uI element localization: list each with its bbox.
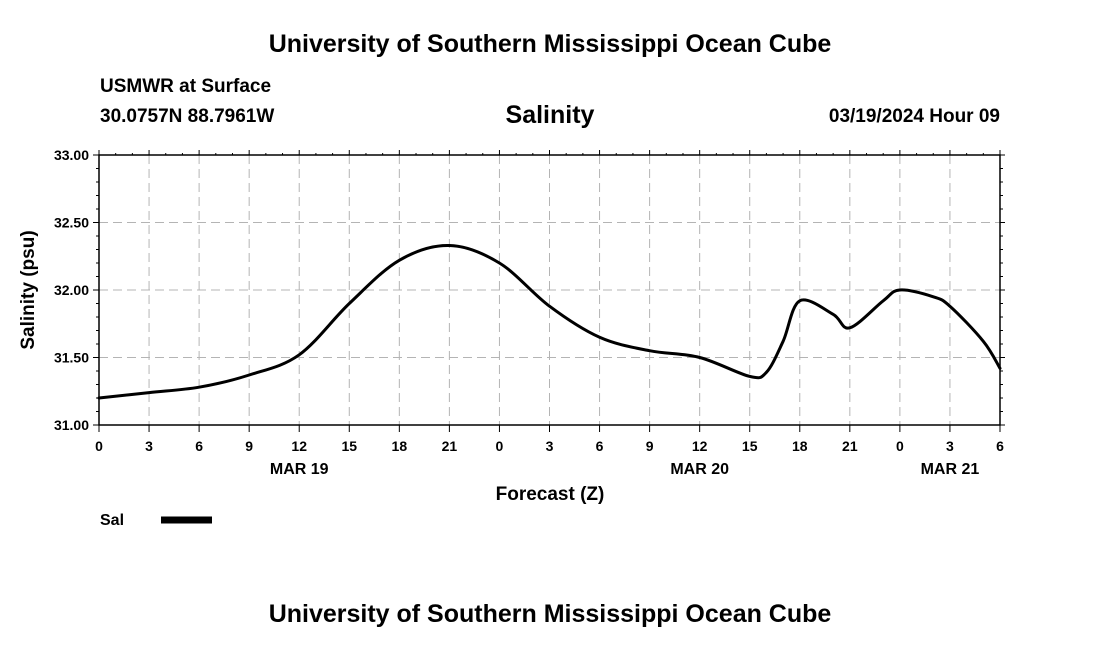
tick-marks	[93, 150, 1005, 432]
x-tick-label: 3	[546, 438, 554, 454]
y-tick-label: 33.00	[54, 147, 89, 163]
x-tick-label: 0	[95, 438, 103, 454]
plot-title: Salinity	[505, 101, 595, 129]
x-tick-label: 3	[946, 438, 954, 454]
legend-label: Sal	[100, 512, 124, 529]
x-tick-label: 9	[646, 438, 654, 454]
chart-title: University of Southern Mississippi Ocean…	[268, 30, 832, 58]
x-tick-label: 12	[291, 438, 307, 454]
date-label: MAR 21	[921, 461, 980, 478]
date-label: MAR 19	[270, 461, 329, 478]
y-tick-label: 31.50	[54, 350, 89, 366]
y-tick-label: 32.50	[54, 215, 89, 231]
y-tick-labels: 31.00 31.50 32.00 32.50 33.00	[54, 147, 89, 433]
station-label: USMWR at Surface	[100, 76, 272, 97]
x-tick-label: 12	[692, 438, 708, 454]
x-tick-label: 15	[742, 438, 758, 454]
date-labels: MAR 19 MAR 20 MAR 21	[270, 461, 980, 478]
coordinates-label: 30.0757N 88.7961W	[100, 106, 275, 127]
x-tick-label: 9	[245, 438, 253, 454]
x-tick-label: 21	[442, 438, 458, 454]
series-lines	[97, 243, 1002, 400]
x-tick-labels: 0 3 6 9 12 15 18 21 0 3 6 9 12 15 18 21 0 3 6	[95, 438, 1004, 454]
series-line-sal	[97, 243, 1002, 400]
x-tick-label: 18	[792, 438, 808, 454]
footer-title: University of Southern Mississippi Ocean…	[268, 600, 832, 628]
forecast-datetime: 03/19/2024 Hour 09	[828, 106, 1000, 127]
x-tick-label: 3	[145, 438, 153, 454]
grid-lines	[98, 154, 1001, 426]
x-tick-label: 6	[596, 438, 604, 454]
x-tick-label: 21	[842, 438, 858, 454]
x-tick-label: 0	[496, 438, 504, 454]
x-tick-label: 0	[896, 438, 904, 454]
x-tick-label: 6	[195, 438, 203, 454]
x-axis-title: Forecast (Z)	[496, 484, 605, 505]
plot-frame	[98, 154, 1001, 426]
x-tick-label: 15	[341, 438, 357, 454]
y-tick-label: 31.00	[54, 417, 89, 433]
legend: Sal	[100, 512, 212, 529]
y-tick-label: 32.00	[54, 282, 89, 298]
y-axis-title: Salinity (psu)	[18, 230, 39, 349]
date-label: MAR 20	[670, 461, 729, 478]
x-tick-label: 18	[392, 438, 408, 454]
x-tick-label: 6	[996, 438, 1004, 454]
